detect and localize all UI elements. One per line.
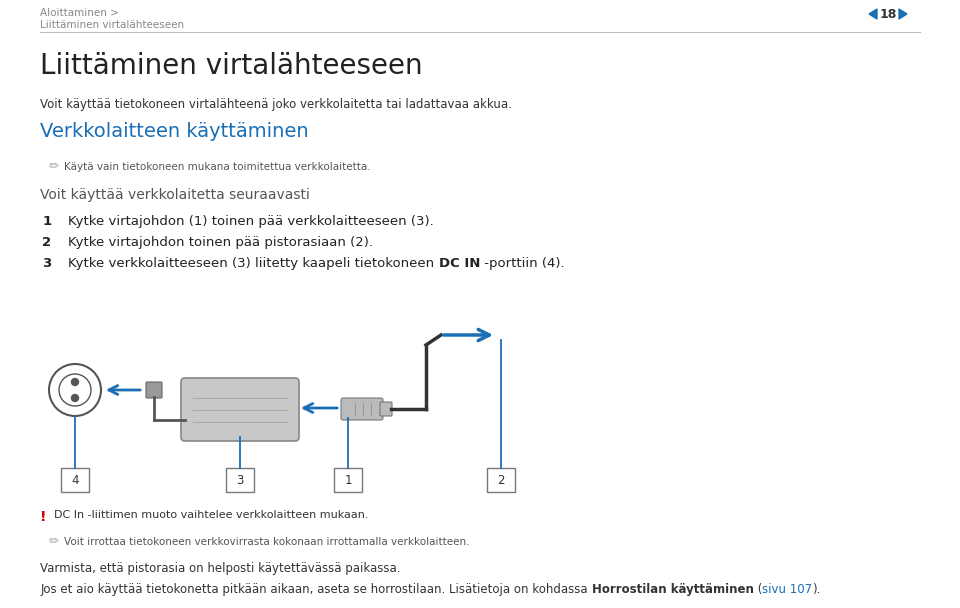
Text: 3: 3 [236, 474, 244, 486]
Text: 2: 2 [42, 236, 52, 249]
Text: !: ! [40, 510, 47, 524]
Text: Horrostilan käyttäminen: Horrostilan käyttäminen [591, 583, 754, 596]
Circle shape [71, 379, 79, 385]
Text: Liittäminen virtalähteeseen: Liittäminen virtalähteeseen [40, 20, 184, 30]
FancyBboxPatch shape [487, 468, 515, 492]
Text: ✏: ✏ [48, 535, 59, 548]
Text: 4: 4 [71, 474, 79, 486]
Text: Voit käyttää verkkolaitetta seuraavasti: Voit käyttää verkkolaitetta seuraavasti [40, 188, 310, 202]
Text: 2: 2 [497, 474, 505, 486]
Text: -porttiin (4).: -porttiin (4). [480, 257, 564, 270]
Text: Voit käyttää tietokoneen virtalähteenä joko verkkolaitetta tai ladattavaa akkua.: Voit käyttää tietokoneen virtalähteenä j… [40, 98, 513, 111]
Text: Voit irrottaa tietokoneen verkkovirrasta kokonaan irrottamalla verkkolaitteen.: Voit irrottaa tietokoneen verkkovirrasta… [64, 537, 469, 547]
FancyBboxPatch shape [146, 382, 162, 398]
Text: (: ( [754, 583, 762, 596]
Circle shape [71, 395, 79, 401]
Text: 18: 18 [879, 7, 897, 21]
Text: sivu 107: sivu 107 [762, 583, 812, 596]
Text: ).: ). [812, 583, 821, 596]
FancyBboxPatch shape [334, 468, 362, 492]
Text: Aloittaminen >: Aloittaminen > [40, 8, 119, 18]
Polygon shape [869, 9, 877, 19]
Text: Jos et aio käyttää tietokonetta pitkään aikaan, aseta se horrostilaan. Lisätieto: Jos et aio käyttää tietokonetta pitkään … [40, 583, 591, 596]
Text: 3: 3 [42, 257, 52, 270]
Text: Liittäminen virtalähteeseen: Liittäminen virtalähteeseen [40, 52, 423, 80]
FancyBboxPatch shape [226, 468, 254, 492]
Text: Käytä vain tietokoneen mukana toimitettua verkkolaitetta.: Käytä vain tietokoneen mukana toimitettu… [64, 162, 371, 172]
Text: 1: 1 [345, 474, 351, 486]
Polygon shape [899, 9, 907, 19]
FancyBboxPatch shape [61, 468, 89, 492]
Text: Varmista, että pistorasia on helposti käytettävässä paikassa.: Varmista, että pistorasia on helposti kä… [40, 562, 401, 575]
Text: 1: 1 [42, 215, 52, 228]
Text: ✏: ✏ [48, 160, 59, 173]
FancyBboxPatch shape [380, 402, 392, 416]
FancyBboxPatch shape [341, 398, 383, 420]
Text: Kytke verkkolaitteeseen (3) liitetty kaapeli tietokoneen: Kytke verkkolaitteeseen (3) liitetty kaa… [68, 257, 439, 270]
Text: Verkkolaitteen käyttäminen: Verkkolaitteen käyttäminen [40, 122, 309, 141]
Text: DC IN: DC IN [439, 257, 480, 270]
FancyBboxPatch shape [181, 378, 299, 441]
Text: Kytke virtajohdon (1) toinen pää verkkolaitteeseen (3).: Kytke virtajohdon (1) toinen pää verkkol… [68, 215, 434, 228]
Text: Kytke virtajohdon toinen pää pistorasiaan (2).: Kytke virtajohdon toinen pää pistorasiaa… [68, 236, 373, 249]
Text: DC In -liittimen muoto vaihtelee verkkolaitteen mukaan.: DC In -liittimen muoto vaihtelee verkkol… [55, 510, 369, 520]
